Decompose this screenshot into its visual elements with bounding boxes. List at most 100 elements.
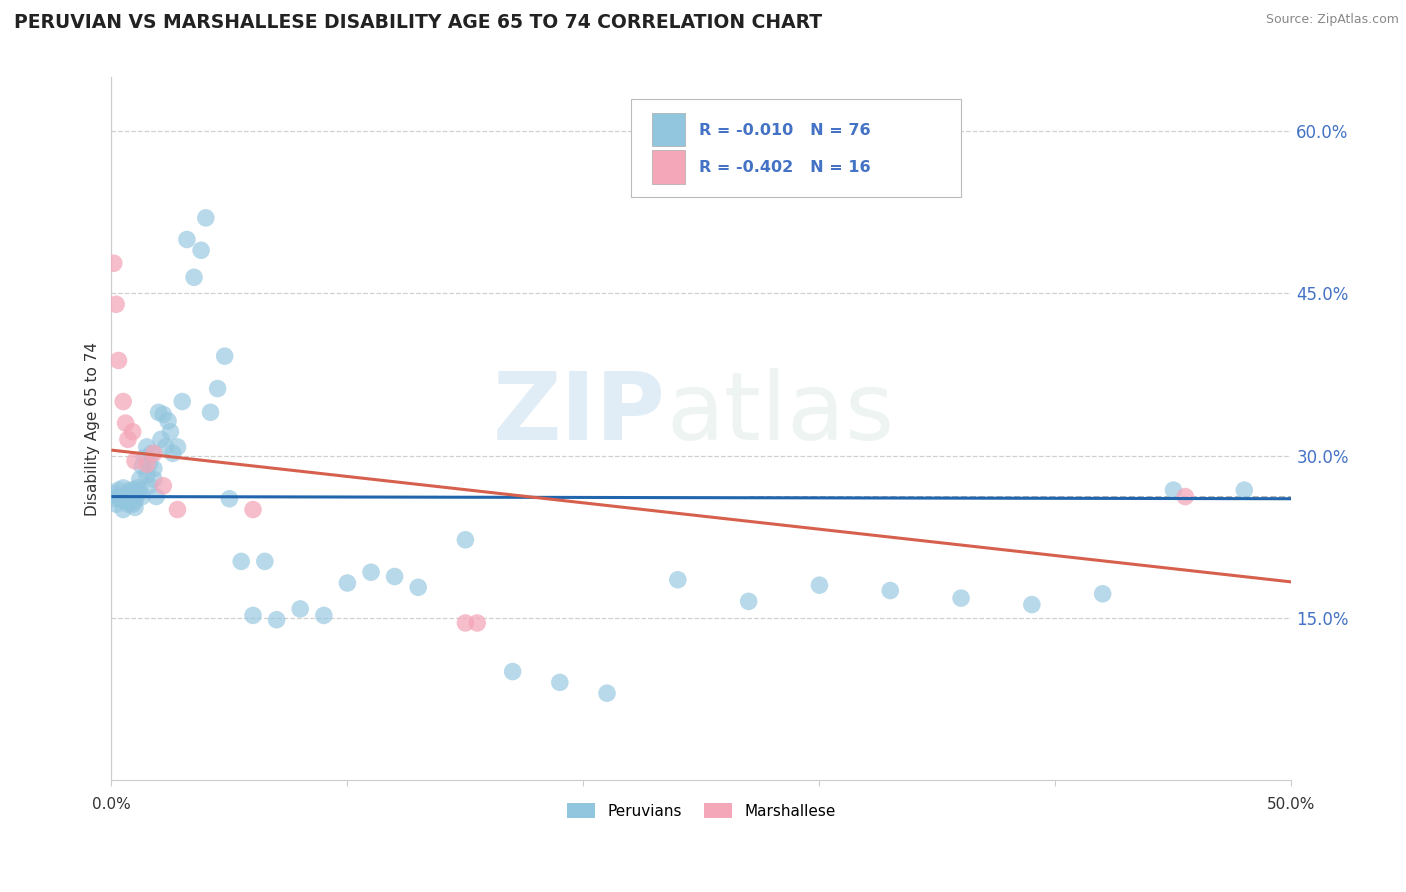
- Point: [406, 580, 429, 594]
- Point: [112, 502, 135, 516]
- Point: [114, 490, 136, 504]
- Point: [107, 483, 129, 497]
- Point: [134, 450, 156, 465]
- Point: [465, 615, 488, 630]
- Text: ZIP: ZIP: [494, 368, 666, 460]
- Point: [142, 446, 165, 460]
- Point: [176, 232, 198, 246]
- Point: [107, 353, 129, 368]
- Point: [207, 382, 229, 396]
- Point: [312, 608, 335, 623]
- Point: [290, 602, 312, 616]
- Point: [121, 497, 143, 511]
- Text: Source: ZipAtlas.com: Source: ZipAtlas.com: [1265, 13, 1399, 27]
- Text: R = -0.402   N = 16: R = -0.402 N = 16: [699, 160, 870, 175]
- Point: [454, 615, 477, 630]
- Point: [190, 244, 212, 258]
- Point: [214, 349, 236, 363]
- Point: [1163, 483, 1185, 497]
- Point: [1021, 598, 1043, 612]
- Point: [879, 583, 901, 598]
- Point: [124, 454, 146, 468]
- Y-axis label: Disability Age 65 to 74: Disability Age 65 to 74: [86, 342, 100, 516]
- Point: [152, 479, 174, 493]
- Point: [103, 486, 125, 500]
- Point: [110, 491, 132, 506]
- Point: [107, 490, 129, 504]
- Point: [121, 486, 143, 500]
- Point: [124, 500, 146, 515]
- Point: [117, 497, 139, 511]
- Point: [231, 554, 253, 568]
- Point: [128, 483, 150, 497]
- Point: [135, 457, 157, 471]
- Point: [117, 486, 139, 500]
- Point: [142, 472, 165, 486]
- Point: [242, 608, 264, 623]
- Legend: Peruvians, Marshallese: Peruvians, Marshallese: [561, 797, 842, 824]
- Point: [183, 270, 205, 285]
- Point: [200, 405, 222, 419]
- Point: [105, 491, 128, 506]
- FancyBboxPatch shape: [652, 112, 685, 146]
- Point: [159, 425, 181, 439]
- Point: [138, 479, 160, 493]
- Text: 0.0%: 0.0%: [91, 797, 131, 812]
- Point: [124, 494, 146, 508]
- Point: [112, 481, 135, 495]
- Point: [112, 394, 135, 409]
- Point: [117, 433, 139, 447]
- Point: [166, 502, 188, 516]
- Point: [121, 425, 143, 439]
- Point: [242, 502, 264, 516]
- FancyBboxPatch shape: [631, 98, 962, 197]
- Point: [1174, 490, 1197, 504]
- Point: [120, 491, 142, 506]
- Point: [114, 494, 136, 508]
- Point: [120, 483, 142, 497]
- Point: [666, 573, 689, 587]
- Point: [253, 554, 276, 568]
- Point: [127, 481, 149, 495]
- Point: [384, 569, 406, 583]
- Point: [127, 487, 149, 501]
- Point: [162, 446, 184, 460]
- Point: [131, 459, 153, 474]
- Point: [266, 613, 288, 627]
- Point: [1233, 483, 1256, 497]
- Point: [737, 594, 759, 608]
- Point: [548, 675, 571, 690]
- Point: [124, 483, 146, 497]
- Text: atlas: atlas: [666, 368, 894, 460]
- Point: [194, 211, 217, 225]
- Point: [103, 256, 125, 270]
- Point: [148, 405, 170, 419]
- Point: [149, 433, 172, 447]
- Point: [166, 440, 188, 454]
- Text: PERUVIAN VS MARSHALLESE DISABILITY AGE 65 TO 74 CORRELATION CHART: PERUVIAN VS MARSHALLESE DISABILITY AGE 6…: [14, 13, 823, 32]
- Point: [141, 446, 163, 460]
- Point: [105, 497, 128, 511]
- Point: [808, 578, 831, 592]
- Point: [135, 467, 157, 482]
- Point: [360, 565, 382, 579]
- Text: R = -0.010   N = 76: R = -0.010 N = 76: [699, 122, 870, 137]
- Point: [128, 472, 150, 486]
- Point: [138, 457, 160, 471]
- Point: [135, 440, 157, 454]
- Point: [502, 665, 524, 679]
- Point: [454, 533, 477, 547]
- Point: [152, 408, 174, 422]
- Point: [120, 494, 142, 508]
- Point: [145, 490, 167, 504]
- Point: [157, 414, 180, 428]
- Point: [112, 491, 135, 506]
- Text: 50.0%: 50.0%: [1267, 797, 1316, 812]
- Point: [131, 490, 153, 504]
- Point: [1091, 587, 1114, 601]
- Point: [105, 297, 128, 311]
- FancyBboxPatch shape: [652, 151, 685, 184]
- Point: [142, 461, 165, 475]
- Point: [218, 491, 240, 506]
- Point: [950, 591, 973, 606]
